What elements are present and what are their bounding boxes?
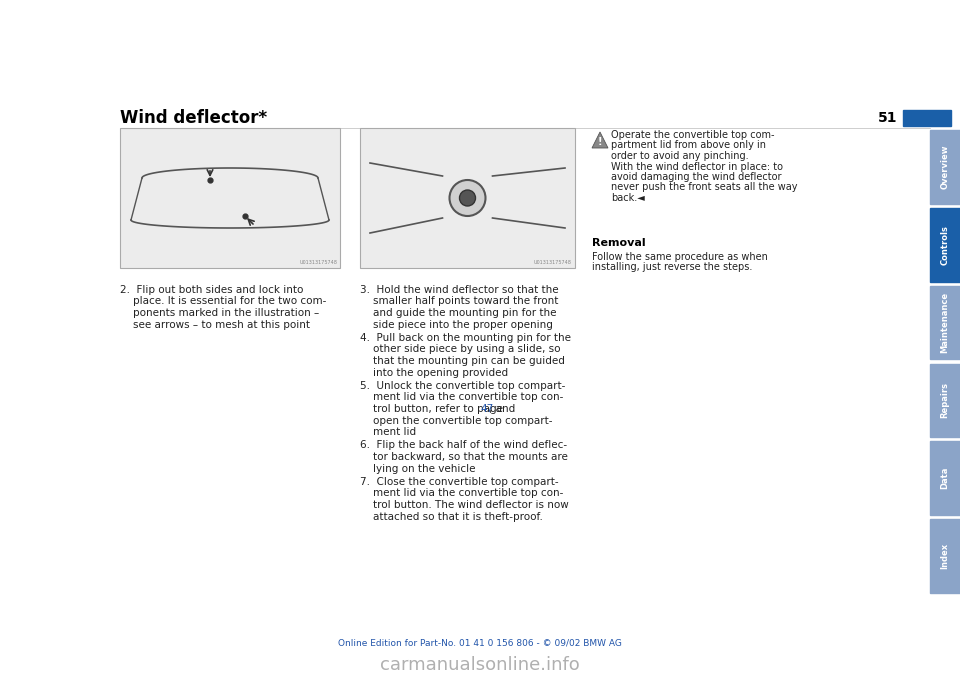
Text: Controls: Controls <box>941 225 949 264</box>
Text: never push the front seats all the way: never push the front seats all the way <box>611 182 798 193</box>
Text: 2.  Flip out both sides and lock into: 2. Flip out both sides and lock into <box>120 285 303 295</box>
Text: avoid damaging the wind deflector: avoid damaging the wind deflector <box>611 172 781 182</box>
Text: Operate the convertible top com-: Operate the convertible top com- <box>611 130 775 140</box>
Bar <box>930 130 960 204</box>
Text: Index: Index <box>941 543 949 569</box>
Text: 51: 51 <box>877 111 897 125</box>
Text: open the convertible top compart-: open the convertible top compart- <box>360 416 553 426</box>
Text: With the wind deflector in place: to: With the wind deflector in place: to <box>611 161 783 172</box>
Circle shape <box>449 180 486 216</box>
Text: that the mounting pin can be guided: that the mounting pin can be guided <box>360 356 564 366</box>
Text: tor backward, so that the mounts are: tor backward, so that the mounts are <box>360 452 568 462</box>
Text: 4.  Pull back on the mounting pin for the: 4. Pull back on the mounting pin for the <box>360 333 571 343</box>
Bar <box>930 285 960 359</box>
Text: ment lid via the convertible top con-: ment lid via the convertible top con- <box>360 393 564 403</box>
Text: Repairs: Repairs <box>941 382 949 418</box>
Text: 47: 47 <box>481 404 494 414</box>
Bar <box>930 208 960 281</box>
Text: Wind deflector*: Wind deflector* <box>120 109 267 127</box>
Text: back.◄: back.◄ <box>611 193 645 203</box>
Text: 6.  Flip the back half of the wind deflec-: 6. Flip the back half of the wind deflec… <box>360 441 567 450</box>
Text: Maintenance: Maintenance <box>941 292 949 353</box>
Text: 3.  Hold the wind deflector so that the: 3. Hold the wind deflector so that the <box>360 285 559 295</box>
Bar <box>930 363 960 437</box>
Text: trol button, refer to page: trol button, refer to page <box>360 404 506 414</box>
Text: smaller half points toward the front: smaller half points toward the front <box>360 296 559 306</box>
Text: see arrows – to mesh at this point: see arrows – to mesh at this point <box>120 319 310 330</box>
Text: U01313175748: U01313175748 <box>300 260 337 265</box>
Text: trol button. The wind deflector is now: trol button. The wind deflector is now <box>360 500 568 510</box>
Text: carmanualsonline.info: carmanualsonline.info <box>380 656 580 674</box>
Text: 5.  Unlock the convertible top compart-: 5. Unlock the convertible top compart- <box>360 381 565 391</box>
Text: ment lid via the convertible top con-: ment lid via the convertible top con- <box>360 489 564 498</box>
Text: , and: , and <box>489 404 515 414</box>
Text: place. It is essential for the two com-: place. It is essential for the two com- <box>120 296 326 306</box>
Text: lying on the vehicle: lying on the vehicle <box>360 464 475 473</box>
Circle shape <box>460 190 475 206</box>
Polygon shape <box>592 132 608 148</box>
Bar <box>930 441 960 515</box>
Text: side piece into the proper opening: side piece into the proper opening <box>360 319 553 330</box>
Text: and guide the mounting pin for the: and guide the mounting pin for the <box>360 308 557 318</box>
Text: partment lid from above only in: partment lid from above only in <box>611 140 766 151</box>
Bar <box>120 128 340 268</box>
Text: ponents marked in the illustration –: ponents marked in the illustration – <box>120 308 320 318</box>
Text: other side piece by using a slide, so: other side piece by using a slide, so <box>360 344 561 355</box>
Text: !: ! <box>598 137 602 147</box>
Text: Overview: Overview <box>941 144 949 189</box>
Text: ment lid: ment lid <box>360 427 416 437</box>
Text: Removal: Removal <box>592 238 646 248</box>
Bar <box>360 128 575 268</box>
Text: attached so that it is theft-proof.: attached so that it is theft-proof. <box>360 511 542 521</box>
Text: installing, just reverse the steps.: installing, just reverse the steps. <box>592 262 753 273</box>
Bar <box>930 519 960 593</box>
Text: Online Edition for Part-No. 01 41 0 156 806 - © 09/02 BMW AG: Online Edition for Part-No. 01 41 0 156 … <box>338 638 622 647</box>
Text: U01313175748: U01313175748 <box>534 260 572 265</box>
Text: 7.  Close the convertible top compart-: 7. Close the convertible top compart- <box>360 477 559 487</box>
Bar <box>903 110 951 126</box>
Text: Follow the same procedure as when: Follow the same procedure as when <box>592 252 768 262</box>
Text: Data: Data <box>941 467 949 490</box>
Text: into the opening provided: into the opening provided <box>360 367 508 378</box>
Text: order to avoid any pinching.: order to avoid any pinching. <box>611 151 749 161</box>
